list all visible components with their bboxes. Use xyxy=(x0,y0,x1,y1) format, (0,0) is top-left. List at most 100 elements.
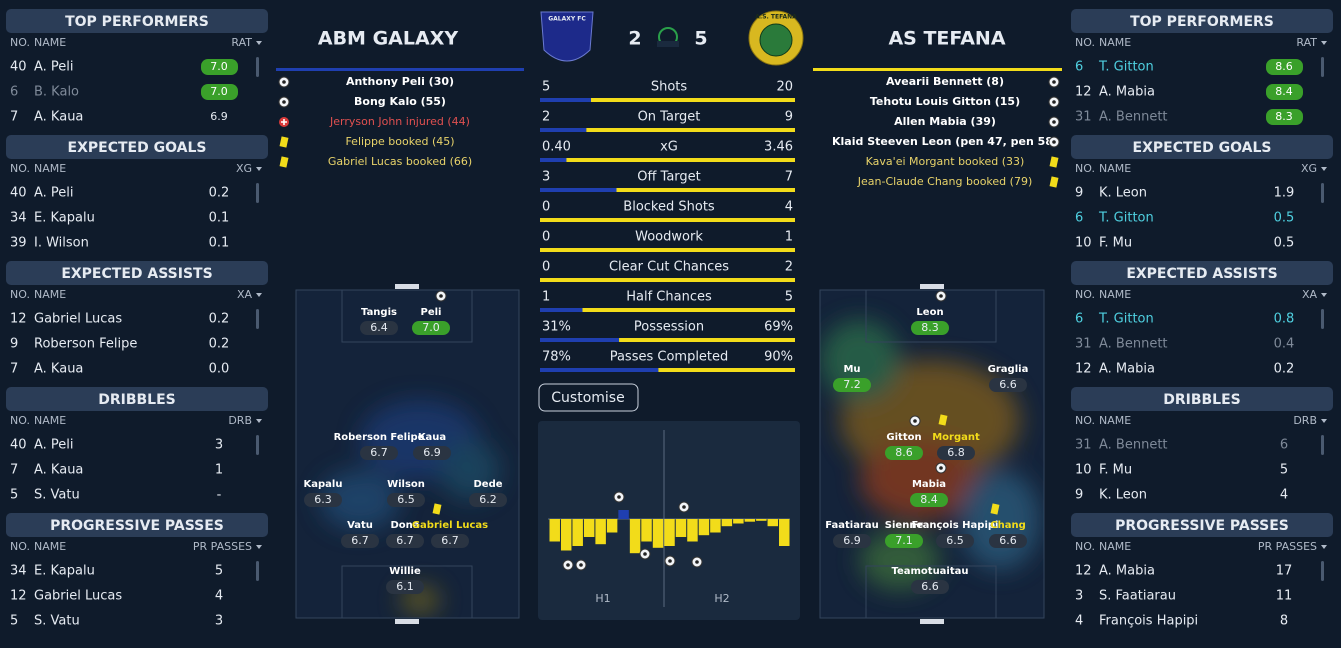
column-header: NAME xyxy=(34,540,66,553)
row-name: A. Mabia xyxy=(1099,362,1155,377)
sort-arrow xyxy=(1321,167,1327,171)
row-value: 8.3 xyxy=(1275,110,1293,123)
player-rating-badge xyxy=(936,534,974,548)
column-header: NO. xyxy=(10,288,30,301)
column-header: NO. xyxy=(10,162,30,175)
stat-home: 31% xyxy=(542,320,571,335)
player-name: Dede xyxy=(473,479,502,490)
panel-title: EXPECTED GOALS xyxy=(1133,140,1272,156)
row-value: 6.9 xyxy=(210,110,228,123)
sort-arrow xyxy=(256,545,262,549)
injury-cross xyxy=(281,119,287,125)
away-crest: A.S. TEFANA xyxy=(748,10,804,66)
stat-bar-home xyxy=(540,308,583,312)
stat-bar-away xyxy=(540,218,795,222)
player-rating: 6.3 xyxy=(314,493,332,506)
row-number: 40 xyxy=(10,186,27,201)
match-event: Tehotu Louis Gitton (15) xyxy=(870,95,1020,108)
stat-bar-home xyxy=(540,188,617,192)
match-event: Kava'ei Morgant booked (33) xyxy=(866,155,1025,168)
row-value: 8.6 xyxy=(1275,60,1293,73)
row-number: 10 xyxy=(1075,236,1092,251)
column-header: NAME xyxy=(1099,162,1131,175)
stat-bar-away xyxy=(566,158,795,162)
row-name: T. Gitton xyxy=(1098,312,1154,327)
player-rating: 8.4 xyxy=(920,493,938,506)
row-number: 12 xyxy=(1075,564,1092,579)
yellow-card-icon xyxy=(279,136,289,148)
stat-home: 0 xyxy=(542,260,550,275)
row-value: 0.2 xyxy=(1274,362,1295,377)
player-rating: 6.5 xyxy=(946,534,964,547)
column-header: RAT xyxy=(231,36,252,49)
player-rating-badge xyxy=(360,446,398,460)
player-rating-badge xyxy=(341,534,379,548)
player-rating-badge xyxy=(937,446,975,460)
player-name: Teamotuaitau xyxy=(891,566,968,577)
player-rating: 6.2 xyxy=(479,493,497,506)
stat-away: 1 xyxy=(785,230,793,245)
momentum-bar xyxy=(733,519,744,524)
stat-bar-away xyxy=(540,278,795,282)
rating-badge xyxy=(201,59,238,75)
ball-icon-patch xyxy=(643,552,647,556)
panel-title: DRIBBLES xyxy=(1163,392,1241,408)
ball-icon-patch xyxy=(668,559,672,563)
ball-icon-patch xyxy=(282,80,286,84)
stat-bar-home xyxy=(540,158,567,162)
column-header: NAME xyxy=(1099,414,1131,427)
row-number: 34 xyxy=(10,564,27,579)
panel-title: EXPECTED GOALS xyxy=(68,140,207,156)
sort-arrow xyxy=(256,293,262,297)
competition-icon xyxy=(657,27,679,47)
row-number: 9 xyxy=(1075,488,1083,503)
ball-icon-patch xyxy=(579,563,583,567)
momentum-bar xyxy=(583,519,595,537)
player-rating: 6.9 xyxy=(423,446,441,459)
panel-header xyxy=(1071,513,1333,537)
player-name: Faatiarau xyxy=(825,520,879,531)
row-number: 12 xyxy=(1075,85,1092,100)
row-number: 9 xyxy=(10,337,18,352)
half-label: H2 xyxy=(714,592,729,605)
momentum-bar xyxy=(641,519,652,542)
row-value: 3 xyxy=(215,614,223,629)
stat-label: Clear Cut Chances xyxy=(609,260,729,275)
row-name: A. Kaua xyxy=(34,362,83,377)
row-number: 9 xyxy=(1075,186,1083,201)
rating-badge xyxy=(1266,59,1303,75)
stat-away: 20 xyxy=(776,80,793,95)
row-value: 6 xyxy=(1280,438,1288,453)
scrollbar xyxy=(256,561,259,581)
panel-title: TOP PERFORMERS xyxy=(1130,14,1274,30)
column-header: NAME xyxy=(34,288,66,301)
ball-icon-patch xyxy=(695,560,699,564)
match-event: Allen Mabia (39) xyxy=(894,115,996,128)
row-number: 7 xyxy=(10,362,18,377)
panel-header xyxy=(1071,9,1333,33)
stat-bar-home xyxy=(540,368,659,372)
momentum-bar xyxy=(744,519,756,522)
half-label: H1 xyxy=(595,592,610,605)
customise-button[interactable] xyxy=(538,383,639,412)
customise-label[interactable]: Customise xyxy=(551,390,624,406)
stat-away: 3.46 xyxy=(764,140,793,155)
player-name: Sienne xyxy=(885,520,924,531)
player-rating: 6.7 xyxy=(441,534,459,547)
player-rating: 8.3 xyxy=(921,321,939,334)
momentum-bar xyxy=(756,519,767,521)
row-number: 40 xyxy=(10,60,27,75)
ball-icon-patch xyxy=(939,466,943,470)
away-crest-text: A.S. TEFANA xyxy=(755,14,797,21)
scrollbar xyxy=(1321,309,1324,329)
row-value: 11 xyxy=(1276,589,1293,604)
column-header: DRB xyxy=(228,414,252,427)
momentum-bar xyxy=(595,519,606,545)
row-number: 4 xyxy=(1075,614,1083,629)
row-number: 31 xyxy=(1075,337,1092,352)
row-name: I. Wilson xyxy=(34,236,89,251)
column-header: NO. xyxy=(1075,162,1095,175)
ball-icon-patch xyxy=(939,294,943,298)
player-rating: 6.7 xyxy=(370,446,388,459)
